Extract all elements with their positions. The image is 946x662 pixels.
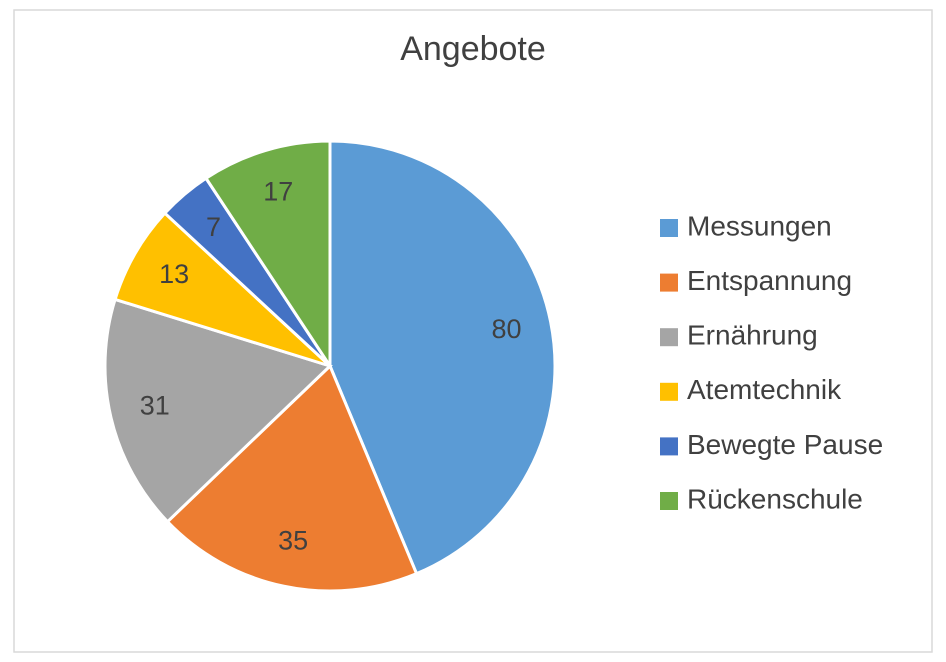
data-label: 17 bbox=[263, 177, 293, 207]
pie-slice bbox=[203, 139, 332, 371]
legend-swatch bbox=[660, 328, 678, 347]
legend-swatch bbox=[660, 219, 678, 237]
pie-slice bbox=[113, 211, 332, 368]
data-label: 35 bbox=[278, 525, 308, 555]
legend-label: Messungen bbox=[687, 210, 832, 241]
legend-swatch bbox=[660, 437, 678, 456]
legend-swatch bbox=[660, 273, 678, 292]
legend-swatch bbox=[660, 492, 678, 510]
legend-swatch bbox=[660, 382, 678, 401]
legend-label: Bewegte Pause bbox=[687, 429, 883, 460]
legend-label: Ernährung bbox=[687, 320, 818, 351]
pie-slice bbox=[165, 363, 419, 593]
chart-title: Angebote bbox=[400, 30, 546, 68]
data-label: 31 bbox=[140, 390, 170, 420]
pie-slice bbox=[328, 139, 557, 576]
legend-label: Entspannung bbox=[687, 265, 852, 296]
legend-label: Atemtechnik bbox=[687, 374, 842, 405]
legend-label: Rückenschule bbox=[687, 483, 863, 514]
data-label: 7 bbox=[206, 212, 221, 242]
pie-slice bbox=[103, 297, 333, 524]
data-label: 13 bbox=[159, 259, 189, 289]
data-label: 80 bbox=[491, 314, 521, 344]
